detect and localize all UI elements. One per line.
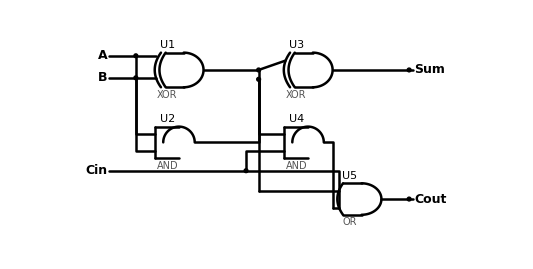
Circle shape: [134, 76, 138, 80]
Circle shape: [407, 68, 411, 72]
Text: AND: AND: [157, 161, 178, 171]
Circle shape: [257, 77, 261, 81]
Text: XOR: XOR: [286, 90, 306, 100]
Circle shape: [134, 54, 138, 58]
Text: OR: OR: [343, 217, 357, 227]
Text: Sum: Sum: [415, 63, 446, 76]
Text: Cout: Cout: [415, 193, 447, 206]
Circle shape: [257, 68, 261, 72]
Circle shape: [407, 197, 411, 201]
Text: A: A: [98, 49, 108, 62]
Text: AND: AND: [286, 161, 307, 171]
Text: U1: U1: [160, 40, 175, 50]
Text: Cin: Cin: [85, 164, 108, 177]
Text: U3: U3: [289, 40, 304, 50]
Text: U2: U2: [160, 114, 175, 124]
Text: U5: U5: [342, 171, 358, 181]
Circle shape: [244, 169, 248, 173]
Text: XOR: XOR: [157, 90, 177, 100]
Text: U4: U4: [289, 114, 304, 124]
Text: B: B: [98, 71, 108, 84]
